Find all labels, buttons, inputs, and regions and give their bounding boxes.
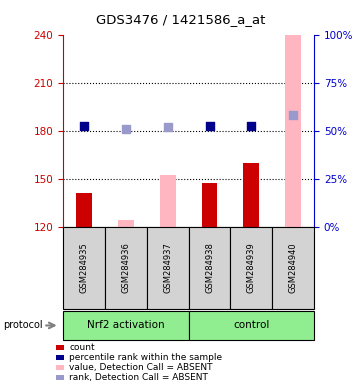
Bar — [285, 35, 301, 227]
Text: GSM284938: GSM284938 — [205, 242, 214, 293]
Text: GSM284939: GSM284939 — [247, 242, 256, 293]
Text: count: count — [69, 343, 95, 353]
Text: GSM284935: GSM284935 — [79, 242, 88, 293]
Bar — [160, 175, 176, 227]
Text: Nrf2 activation: Nrf2 activation — [87, 320, 165, 331]
Text: GDS3476 / 1421586_a_at: GDS3476 / 1421586_a_at — [96, 13, 265, 26]
Text: protocol: protocol — [4, 320, 43, 331]
Bar — [201, 184, 217, 227]
Text: control: control — [233, 320, 270, 331]
Point — [165, 124, 171, 131]
Text: percentile rank within the sample: percentile rank within the sample — [69, 353, 222, 362]
Bar — [118, 220, 134, 227]
Bar — [243, 162, 259, 227]
Text: GSM284936: GSM284936 — [121, 242, 130, 293]
Text: GSM284940: GSM284940 — [289, 243, 298, 293]
Text: GSM284937: GSM284937 — [163, 242, 172, 293]
Text: value, Detection Call = ABSENT: value, Detection Call = ABSENT — [69, 363, 213, 372]
Bar — [76, 193, 92, 227]
Text: rank, Detection Call = ABSENT: rank, Detection Call = ABSENT — [69, 373, 208, 382]
Point — [290, 111, 296, 118]
Point — [81, 123, 87, 129]
Point — [248, 123, 254, 129]
Point — [123, 126, 129, 132]
Point — [206, 123, 212, 129]
